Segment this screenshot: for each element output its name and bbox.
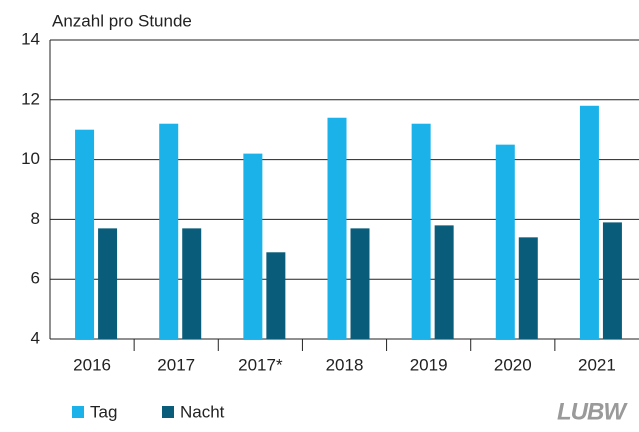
bar (411, 123, 431, 339)
bar (350, 228, 370, 339)
legend-label: Nacht (180, 402, 225, 421)
bar (495, 144, 515, 339)
bar (159, 123, 179, 339)
x-tick-label: 2018 (326, 355, 364, 374)
y-tick-label: 10 (21, 149, 40, 168)
y-tick-label: 8 (31, 209, 40, 228)
bar (266, 252, 286, 339)
legend-label: Tag (90, 402, 117, 421)
x-tick-label: 2021 (578, 355, 616, 374)
x-tick-label: 2019 (410, 355, 448, 374)
x-tick-label: 2016 (73, 355, 111, 374)
y-axis-label: Anzahl pro Stunde (52, 11, 192, 30)
bar (518, 237, 538, 339)
y-tick-label: 12 (21, 89, 40, 108)
x-tick-label: 2020 (494, 355, 532, 374)
bar (182, 228, 202, 339)
bar (243, 153, 263, 339)
x-tick-label: 2017* (238, 355, 283, 374)
legend-swatch (72, 406, 84, 418)
y-tick-label: 14 (21, 29, 40, 48)
bar (602, 222, 622, 339)
bar (579, 105, 599, 339)
legend-swatch (162, 406, 174, 418)
bar (327, 117, 347, 340)
bar (75, 129, 95, 339)
bar (434, 225, 454, 339)
logo: LUBW (557, 398, 628, 425)
x-tick-label: 2017 (157, 355, 195, 374)
bar (98, 228, 118, 339)
y-tick-label: 4 (31, 328, 40, 347)
y-tick-label: 6 (31, 269, 40, 288)
